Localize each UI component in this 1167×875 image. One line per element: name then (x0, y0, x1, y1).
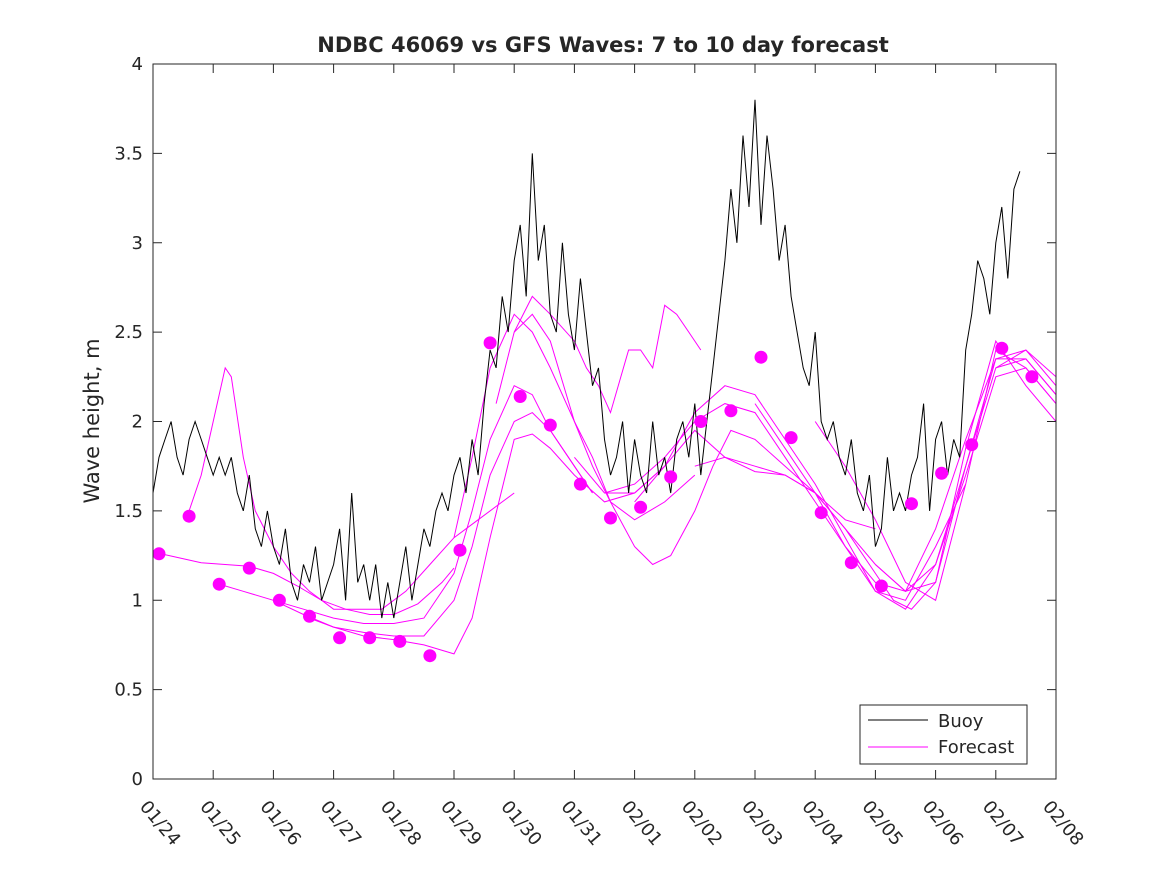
forecast-point (513, 390, 527, 403)
forecast-line (513, 295, 702, 415)
forecast-point (664, 470, 678, 484)
forecast-point (483, 336, 497, 350)
forecast-line (995, 358, 1056, 396)
forecast-point (333, 631, 347, 645)
forecast-point (182, 509, 196, 523)
forecast-point (604, 511, 617, 525)
forecast-line (875, 339, 1056, 592)
forecast-line (453, 313, 696, 538)
forecast-line (495, 313, 876, 566)
forecast-line (213, 385, 593, 624)
forecast-point (634, 500, 648, 514)
forecast-point (814, 506, 828, 520)
forecast-point (152, 547, 166, 561)
buoy-series (153, 99, 1021, 619)
y-axis: 0 0.5 1 1.5 2 2.5 3 3.5 4 (114, 54, 1056, 790)
forecast-point (935, 466, 949, 480)
forecast-line (153, 551, 455, 615)
forecast-point (363, 631, 377, 645)
forecast-point (573, 477, 587, 491)
forecast-point (1025, 370, 1039, 384)
forecast-point (905, 497, 918, 511)
y-tick-label: 2.5 (114, 322, 143, 343)
forecast-line (574, 385, 967, 601)
y-axis-label: Wave height, m (80, 338, 104, 503)
forecast-point (874, 579, 888, 593)
legend: Buoy Forecast (859, 704, 1028, 765)
forecast-point (965, 438, 979, 452)
legend-box (859, 704, 1028, 765)
forecast-lines (153, 295, 1056, 655)
forecast-point (303, 609, 316, 623)
y-tick-label: 3.5 (114, 143, 143, 164)
chart-title: NDBC 46069 vs GFS Waves: 7 to 10 day for… (317, 33, 888, 57)
y-tick-label: 1.5 (114, 501, 143, 522)
y-tick-label: 0 (132, 769, 143, 790)
forecast-point (242, 561, 256, 575)
y-tick-label: 1 (132, 590, 143, 611)
forecast-point (995, 341, 1009, 355)
y-tick-label: 4 (132, 54, 143, 75)
legend-buoy-label: Buoy (938, 711, 984, 732)
forecast-point (754, 350, 768, 364)
forecast-point (784, 431, 798, 445)
forecast-point (543, 418, 557, 432)
forecast-point (694, 415, 708, 428)
buoy-line (153, 99, 1021, 619)
forecast-point (453, 543, 467, 557)
y-tick-label: 0.5 (114, 680, 143, 701)
forecast-line (604, 358, 1056, 592)
legend-forecast-label: Forecast (938, 737, 1014, 758)
forecast-point (272, 593, 286, 607)
forecast-point (423, 649, 437, 663)
y-tick-label: 2 (132, 412, 143, 433)
forecast-point (212, 577, 226, 591)
forecast-points (152, 336, 1039, 663)
forecast-point (844, 556, 858, 570)
y-tick-label: 3 (132, 233, 143, 254)
forecast-point (393, 634, 407, 648)
forecast-point (724, 404, 738, 418)
